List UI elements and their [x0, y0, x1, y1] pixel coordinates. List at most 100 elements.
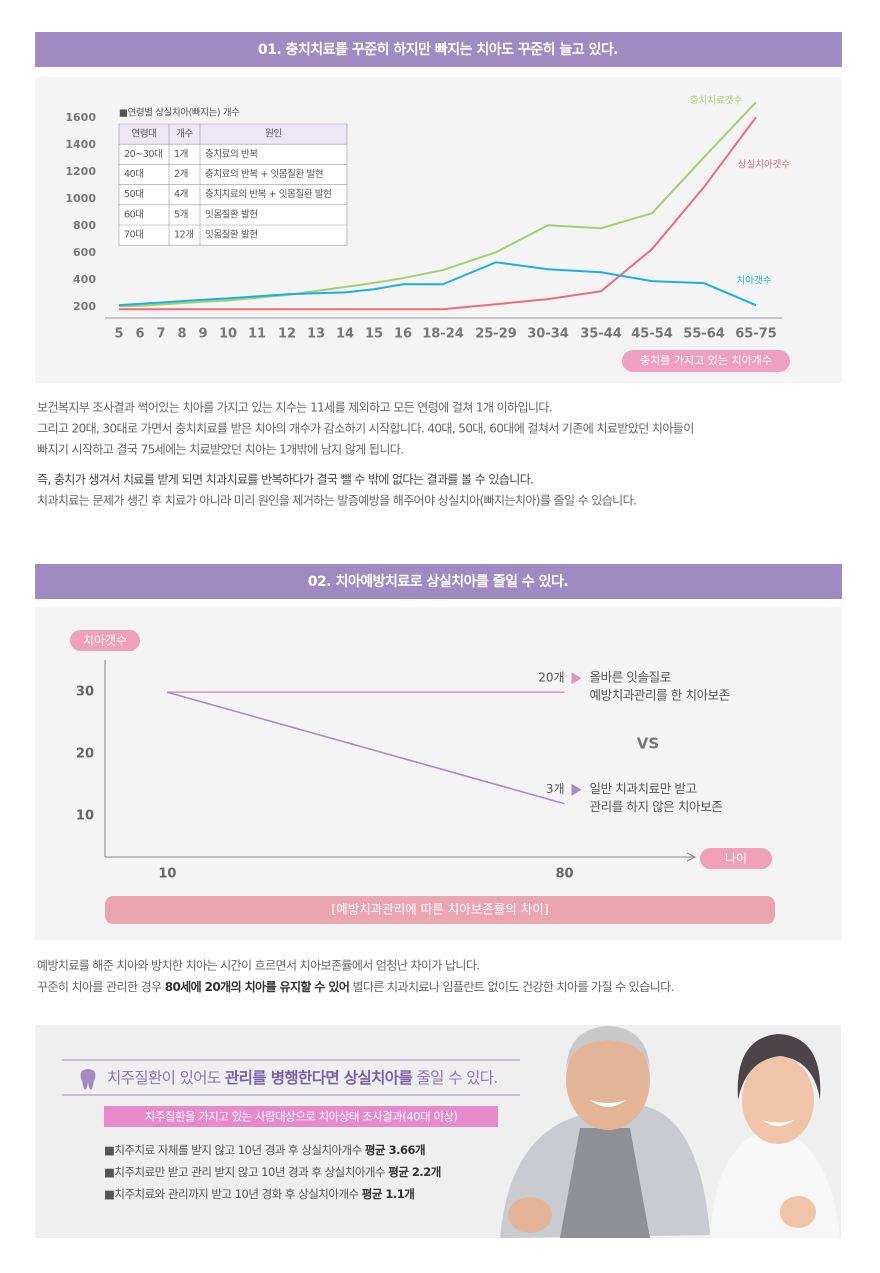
y-tick-label: 1400 — [65, 138, 96, 151]
table-cell: 60대 — [124, 209, 144, 220]
x-tick-label: 65-75 — [735, 327, 777, 342]
table-cell: 40대 — [124, 169, 144, 180]
banner — [104, 1106, 498, 1127]
table-title: ■연령별 상실치아(빠지는) 개수 — [119, 107, 240, 119]
table-cell: 충치치료의 반복 + 잇몸질환 발현 — [205, 188, 331, 200]
table-cell: 2개 — [174, 169, 188, 180]
table-header-cell: 원인 — [265, 129, 282, 140]
x-tick-label: 11 — [248, 327, 266, 342]
y-tick-label: 800 — [73, 219, 96, 232]
table-cell: 잇몸질환 발현 — [205, 229, 258, 241]
y-tick-label: 1000 — [65, 192, 96, 205]
series-label: 상실치아갯수 — [738, 159, 791, 171]
x-tick-label: 7 — [156, 327, 165, 342]
y-tick-label: 1200 — [65, 165, 96, 178]
table-cell: 12개 — [174, 230, 194, 241]
chart-panel — [35, 607, 842, 940]
text-bold: 평균 3.66개 — [365, 1143, 425, 1157]
x-tick-label: 45-54 — [631, 327, 673, 342]
text-part: ■치주치료와 관리까지 받고 10년 경화 후 상실치아개수 — [104, 1187, 362, 1201]
table-cell: 20~30대 — [124, 149, 162, 160]
caption-bar — [105, 896, 775, 924]
text-part: 치주질환이 있어도 — [107, 1069, 225, 1087]
x-tick-label: 10 — [158, 867, 176, 882]
table-cell: 5개 — [174, 209, 188, 220]
x-tick-label: 9 — [198, 327, 207, 342]
x-tick-label: 6 — [135, 327, 144, 342]
tooth-icon — [80, 1069, 96, 1090]
y-tick-label: 400 — [73, 273, 96, 286]
inset-table: 연령대 개수 원인 20~30대 1개 충치료의 반복 40대 2개 충치료의 반복 + 잇몸질… — [118, 123, 348, 246]
x-tick-label: 16 — [394, 327, 412, 342]
y-tick-label: 10 — [76, 809, 94, 824]
x-tick-label: 12 — [278, 327, 296, 342]
x-tick-label: 8 — [177, 327, 186, 342]
paragraph-line: 즉, 충치가 생겨서 치료를 받게 되면 치과치료를 반복하다가 결국 뺄 수 … — [37, 473, 533, 487]
section-title: 02. 치아예방치료로 상실치아를 줄일 수 있다. — [308, 573, 568, 590]
table-header-cell: 연령대 — [131, 128, 156, 140]
x-axis-label: 충치를 가지고 있는 치아개수 — [640, 354, 772, 367]
banner-text: 치주질환을 가지고 있는 사람대상으로 치아상태 조사결과(40대 이상) — [145, 1110, 458, 1124]
box-heading: 치주질환이 있어도 관리를 병행한다면 상실치아를 줄일 수 있다. — [107, 1068, 498, 1087]
x-tick-label: 30-34 — [527, 327, 569, 342]
table-bg — [119, 144, 347, 246]
photo — [500, 1026, 840, 1238]
annotation-arrow — [571, 783, 582, 796]
bullet-list: ■치주치료 자체를 받지 않고 10년 경과 후 상실치아개수 평균 3.66개… — [104, 1143, 441, 1201]
y-axis-label: 치아갯수 — [83, 634, 127, 648]
table-cell: 충치료의 반복 + 잇몸질환 발현 — [205, 168, 323, 180]
paragraph-line: 예방치료를 해준 치아와 방치한 치아는 시간이 흐르면서 치아보존률에서 엄청… — [37, 959, 480, 973]
y-tick-label: 200 — [73, 300, 96, 313]
x-label-pill — [700, 848, 772, 869]
text-bold: 80세에 20개의 치아를 유지할 수 있어 — [165, 979, 350, 994]
chart-caption: [예방치과관리에 따른 치아보존률의 차이] — [331, 902, 548, 917]
series-line — [118, 261, 757, 307]
x-label-pill — [622, 350, 790, 372]
section-header — [35, 32, 842, 67]
table-cell: 1개 — [174, 149, 188, 160]
paragraph-line: 치과치료는 문제가 생긴 후 치료가 아니라 미리 원인을 제거하는 발증예방을… — [37, 494, 636, 508]
bullet: ■치주치료 자체를 받지 않고 10년 경과 후 상실치아개수 평균 3.66개 — [104, 1143, 425, 1157]
paragraph-line: 꾸준히 치아를 관리한 경우 80세에 20개의 치아를 유지할 수 있어 별다… — [37, 979, 674, 994]
section-title: 01. 충치치료를 꾸준히 하지만 빠지는 치아도 꾸준히 늘고 있다. — [258, 41, 618, 58]
text-part: 꾸준히 치아를 관리한 경우 — [37, 980, 165, 994]
series-label: 충치치료갯수 — [690, 95, 743, 107]
x-tick-label: 55-64 — [683, 327, 725, 342]
x-tick-label: 18-24 — [422, 327, 464, 342]
text-bold: 평균 1.1개 — [362, 1187, 415, 1201]
text-bold: 평균 2.2개 — [388, 1165, 441, 1179]
table-cell: 4개 — [174, 189, 188, 200]
y-label-pill — [70, 630, 140, 651]
table-header-cell: 개수 — [176, 129, 193, 140]
annotation-label: 20개 — [538, 671, 564, 685]
text-part: ■치주치료만 받고 관리 받지 않고 10년 경과 후 상실치아개수 — [104, 1165, 388, 1179]
y-tick-label: 1600 — [65, 111, 96, 124]
x-tick-label: 15 — [365, 327, 383, 342]
table-header-bg — [119, 124, 347, 145]
annotation-label: 3개 — [546, 782, 565, 796]
x-tick-label: 5 — [114, 327, 123, 342]
table-cell: 충치료의 반복 — [205, 148, 258, 160]
annotation-arrow — [571, 672, 582, 685]
annotation-note: 일반 치과치료만 받고 — [590, 781, 697, 796]
y-tick-label: 30 — [76, 685, 94, 700]
bullet: ■치주치료만 받고 관리 받지 않고 10년 경과 후 상실치아개수 평균 2.… — [104, 1165, 441, 1179]
chart-1: 200 400 600 800 1000 1200 1400 1600 5 6 7 8 9 10 11 12 1… — [65, 95, 790, 342]
table-cell: 70대 — [124, 230, 144, 241]
annotation-note: 예방치과관리를 한 치아보존 — [590, 688, 730, 703]
x-tick-label: 14 — [336, 327, 354, 342]
text-bold: 관리를 병행한다면 상실치아를 — [225, 1068, 413, 1087]
paragraph-line: 보건복지부 조사결과 썩어있는 치아를 가지고 있는 지수는 11세를 제외하고… — [37, 401, 552, 415]
x-tick-label: 35-44 — [580, 327, 622, 342]
series-line — [118, 101, 757, 308]
paragraph-line: 그리고 20대, 30대로 가면서 충치치료를 받은 치아의 개수가 감소하기 … — [37, 422, 694, 436]
series-label: 치아갯수 — [737, 275, 772, 287]
section-header — [35, 564, 842, 599]
y-tick-label: 600 — [73, 246, 96, 259]
x-tick-label: 25-29 — [475, 327, 517, 342]
x-axis-label: 나이 — [725, 852, 747, 866]
x-tick-label: 10 — [219, 327, 237, 342]
x-tick-label: 13 — [307, 327, 325, 342]
